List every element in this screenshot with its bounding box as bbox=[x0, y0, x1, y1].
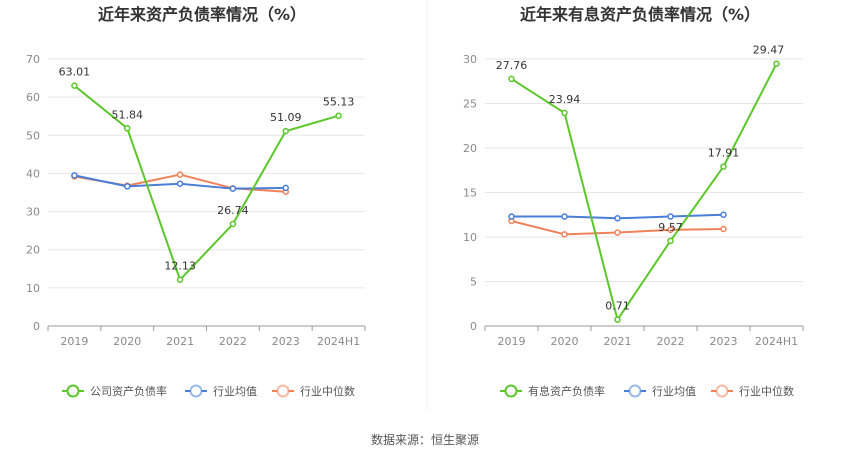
legend-marker-icon bbox=[504, 384, 518, 398]
x-tick-label: 2023 bbox=[272, 335, 300, 348]
x-tick-label: 2019 bbox=[60, 335, 88, 348]
data-point bbox=[508, 75, 515, 83]
data-point bbox=[720, 163, 727, 170]
y-tick-label: 10 bbox=[26, 282, 40, 295]
chart-panel-1: 近年来资产负债率情况（%） 0 10 20 30 40 50 60 70 2019 2020 2021… bbox=[26, 5, 366, 398]
data-label: 9.57 bbox=[658, 221, 683, 234]
data-label: 27.76 bbox=[496, 59, 528, 72]
x-tick-label: 2021 bbox=[166, 335, 194, 348]
source-note: 数据来源：恒生聚源 bbox=[371, 432, 479, 447]
data-point bbox=[71, 82, 78, 89]
legend-item: 行业中位数 bbox=[272, 384, 355, 398]
y-tick-label: 30 bbox=[26, 206, 40, 219]
legend-label: 公司资产负债率 bbox=[90, 384, 167, 398]
data-label: 51.84 bbox=[112, 108, 144, 121]
x-tick-label: 2022 bbox=[657, 335, 685, 348]
y-tick-label: 0 bbox=[33, 320, 40, 333]
data-point bbox=[614, 316, 621, 323]
y-tick-label: 70 bbox=[26, 53, 40, 66]
x-tick-label: 2019 bbox=[498, 335, 526, 348]
data-point bbox=[773, 60, 780, 67]
series-line-primary bbox=[510, 63, 778, 321]
y-tick-label: 40 bbox=[26, 167, 40, 180]
x-tick-label: 2024H1 bbox=[317, 335, 360, 348]
data-point bbox=[176, 276, 184, 283]
data-point bbox=[614, 229, 621, 236]
x-tick-label: 2021 bbox=[604, 335, 632, 348]
legend-item: 行业均值 bbox=[185, 384, 257, 398]
data-point bbox=[720, 225, 727, 233]
data-label: 26.74 bbox=[217, 204, 249, 217]
data-point bbox=[71, 172, 78, 179]
x-tick-label: 2020 bbox=[551, 335, 579, 348]
y-tick-label: 25 bbox=[463, 98, 477, 111]
legend-marker-icon bbox=[715, 384, 729, 398]
data-point bbox=[176, 171, 184, 178]
data-label: 63.01 bbox=[59, 66, 91, 79]
data-point bbox=[176, 180, 184, 187]
data-point bbox=[508, 213, 515, 220]
data-label: 55.13 bbox=[323, 96, 355, 109]
data-point bbox=[282, 127, 289, 135]
chart-title: 近年来资产负债率情况（%） bbox=[98, 5, 306, 24]
data-label: 17.91 bbox=[708, 147, 740, 160]
y-tick-label: 20 bbox=[26, 244, 40, 257]
x-tick-label: 2022 bbox=[219, 335, 247, 348]
data-point bbox=[720, 211, 727, 218]
data-point bbox=[667, 237, 674, 245]
legend-marker-icon bbox=[189, 384, 203, 398]
data-point bbox=[229, 185, 237, 192]
legend-label: 行业均值 bbox=[213, 385, 257, 398]
chart-panel-2: 近年来有息资产负债率情况（%） 0 5 10 15 20 25 30 2019 2020 2021 2… bbox=[463, 5, 804, 398]
data-point bbox=[335, 112, 342, 119]
data-point bbox=[667, 226, 674, 234]
y-tick-label: 20 bbox=[463, 142, 477, 155]
legend-item: 行业均值 bbox=[624, 384, 696, 398]
data-point bbox=[561, 213, 568, 220]
y-tick-label: 10 bbox=[463, 231, 477, 244]
data-label: 29.47 bbox=[753, 44, 785, 57]
chart-title: 近年来有息资产负债率情况（%） bbox=[520, 5, 760, 24]
data-point bbox=[561, 109, 568, 117]
legend-marker-icon bbox=[628, 384, 642, 398]
legend-label: 有息资产负债率 bbox=[528, 384, 605, 398]
x-tick-label: 2020 bbox=[113, 335, 141, 348]
data-label: 51.09 bbox=[270, 111, 302, 124]
legend-item: 有息资产负债率 bbox=[500, 384, 605, 398]
y-tick-label: 15 bbox=[463, 187, 477, 200]
data-label: 12.13 bbox=[164, 260, 196, 273]
y-tick-label: 30 bbox=[463, 53, 477, 66]
y-tick-label: 50 bbox=[26, 129, 40, 142]
x-tick-label: 2023 bbox=[710, 335, 738, 348]
data-label: 0.71 bbox=[605, 300, 630, 313]
legend-label: 行业中位数 bbox=[300, 384, 355, 398]
data-point bbox=[282, 184, 289, 192]
data-point bbox=[124, 183, 131, 190]
legend-item: 行业中位数 bbox=[711, 384, 794, 398]
y-tick-label: 5 bbox=[470, 276, 477, 289]
legend-marker-icon bbox=[276, 384, 290, 398]
legend-marker-icon bbox=[66, 384, 80, 398]
y-tick-label: 60 bbox=[26, 91, 40, 104]
y-tick-label: 0 bbox=[470, 320, 477, 333]
legend-label: 行业中位数 bbox=[739, 384, 794, 398]
data-point bbox=[614, 215, 621, 222]
data-point bbox=[667, 213, 674, 220]
data-point bbox=[229, 220, 237, 228]
data-label: 23.94 bbox=[549, 93, 581, 106]
x-tick-label: 2024H1 bbox=[755, 335, 798, 348]
legend-label: 行业均值 bbox=[652, 385, 696, 398]
data-point bbox=[561, 231, 568, 238]
series-line-primary bbox=[73, 84, 339, 281]
legend-item: 公司资产负债率 bbox=[62, 384, 167, 398]
data-point bbox=[124, 125, 131, 132]
